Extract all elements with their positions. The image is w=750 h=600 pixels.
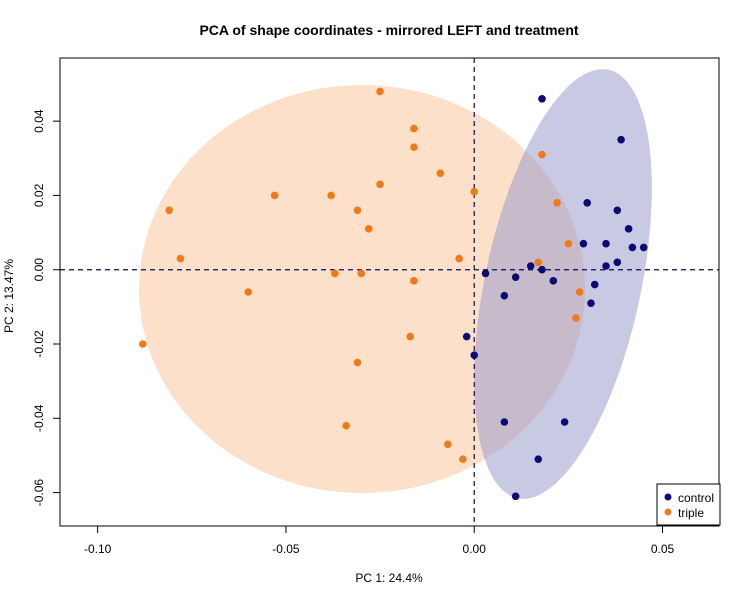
point-triple	[342, 421, 350, 430]
x-tick-label: 0.05	[651, 542, 675, 556]
point-control	[500, 291, 509, 300]
legend-marker-triple	[664, 508, 672, 516]
y-tick-label: 0.02	[32, 183, 46, 207]
point-control	[526, 262, 535, 270]
point-triple	[410, 124, 418, 133]
point-triple	[376, 180, 384, 189]
point-control	[602, 239, 610, 248]
point-control	[613, 206, 622, 215]
point-triple	[165, 206, 174, 215]
y-tick-label: -0.04	[32, 404, 46, 432]
chart-title: PCA of shape coordinates - mirrored LEFT…	[199, 22, 578, 38]
legend-label-control: control	[678, 491, 714, 505]
point-control	[462, 332, 471, 341]
y-axis: -0.06 -0.04 -0.02 0.00 0.02 0.04	[32, 109, 61, 507]
point-triple	[364, 225, 373, 233]
point-control	[511, 273, 520, 281]
point-triple	[538, 150, 546, 159]
point-triple	[470, 187, 479, 196]
point-control	[511, 492, 520, 501]
point-control	[587, 299, 595, 307]
x-axis-label: PC 1: 24.4%	[355, 571, 423, 585]
y-tick-label: -0.06	[32, 479, 46, 507]
point-triple	[357, 269, 366, 278]
point-triple	[376, 87, 384, 96]
point-triple	[410, 277, 418, 285]
x-axis: -0.10 -0.05 0.00 0.05	[84, 525, 675, 556]
point-control	[628, 243, 637, 252]
point-control	[500, 418, 509, 426]
legend-marker-control	[664, 493, 672, 501]
point-control	[639, 243, 648, 252]
point-control	[579, 239, 588, 248]
y-tick-label: 0.04	[32, 109, 46, 133]
point-triple	[534, 258, 543, 267]
point-control	[617, 135, 625, 144]
point-triple	[331, 269, 339, 278]
data-points	[139, 87, 648, 501]
y-tick-label: -0.02	[32, 330, 46, 358]
point-triple	[244, 288, 253, 296]
point-triple	[572, 314, 580, 322]
legend-label-triple: triple	[678, 506, 704, 520]
point-triple	[176, 254, 185, 263]
point-triple	[353, 358, 362, 367]
y-tick-label: 0.00	[32, 258, 46, 282]
point-triple	[575, 288, 584, 296]
point-triple	[406, 332, 415, 341]
point-control	[481, 269, 490, 278]
point-control	[534, 455, 543, 463]
point-triple	[270, 191, 279, 200]
point-triple	[553, 199, 561, 207]
point-control	[613, 258, 622, 267]
point-triple	[327, 191, 335, 200]
point-control	[538, 95, 546, 103]
legend-box	[656, 483, 721, 526]
point-triple	[436, 169, 445, 177]
confidence-ellipses	[139, 69, 652, 499]
point-control	[560, 418, 569, 426]
ellipse-triple	[139, 85, 585, 493]
point-triple	[459, 455, 467, 463]
point-triple	[444, 440, 452, 449]
legend: control triple	[656, 483, 721, 526]
point-control	[624, 225, 633, 233]
point-control	[602, 262, 610, 270]
x-tick-label: -0.10	[84, 542, 112, 556]
point-control	[583, 199, 591, 207]
point-triple	[410, 143, 418, 151]
point-control	[590, 280, 599, 289]
point-triple	[455, 254, 463, 263]
point-triple	[139, 340, 147, 348]
point-triple	[564, 239, 573, 248]
x-tick-label: -0.05	[272, 542, 300, 556]
x-tick-label: 0.00	[463, 542, 487, 556]
point-triple	[353, 206, 362, 215]
point-control	[470, 351, 479, 359]
ellipse-control	[474, 69, 652, 499]
point-control	[538, 265, 546, 274]
point-control	[549, 277, 558, 285]
y-axis-label: PC 2: 13.47%	[2, 259, 16, 333]
